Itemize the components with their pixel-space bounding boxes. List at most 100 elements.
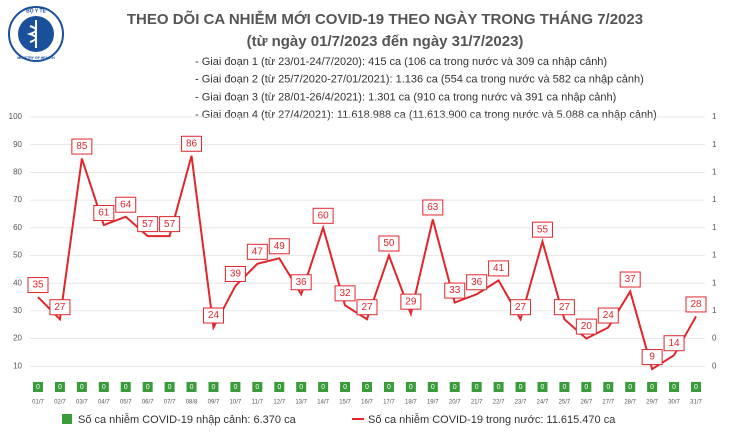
data-label: 0 (387, 384, 391, 391)
y-tick-label: 100 (9, 112, 23, 121)
x-tick-label: 03/7 (76, 400, 88, 406)
y-tick-label: 80 (13, 168, 22, 177)
legend-label: Số ca nhiễm COVID-19 nhập cảnh: 6.370 ca (78, 413, 297, 426)
data-label: 36 (471, 277, 483, 288)
y-tick-label: 20 (13, 334, 22, 343)
bar (340, 382, 351, 392)
bar (559, 382, 570, 392)
bar (449, 382, 460, 392)
data-label: 63 (427, 202, 439, 213)
data-label: 0 (80, 384, 84, 391)
bar (76, 382, 87, 392)
data-label-box (137, 216, 159, 233)
x-tick-label: 16/7 (361, 400, 373, 406)
data-label: 0 (299, 384, 303, 391)
data-label: 28 (690, 299, 702, 310)
data-label-box (510, 299, 532, 316)
bar (54, 382, 65, 392)
x-tick-label: 23/7 (515, 400, 527, 406)
data-label-box (27, 277, 49, 294)
data-label: 35 (32, 280, 44, 291)
x-tick-label: 10/7 (230, 400, 242, 406)
y2-tick-label: 0 (712, 361, 717, 370)
data-label: 0 (255, 384, 259, 391)
data-label-box (531, 221, 553, 238)
data-label: 33 (449, 285, 461, 296)
bar (471, 382, 482, 392)
data-label-box (575, 318, 597, 335)
annotation: - Giai đoạn 3 (từ 28/01-26/4/2021): 1.30… (195, 91, 616, 103)
bar (164, 382, 175, 392)
data-label-box (268, 238, 290, 255)
x-tick-label: 20/7 (449, 400, 461, 406)
legend-swatch (62, 414, 72, 424)
bar (120, 382, 131, 392)
data-label: 29 (405, 296, 417, 307)
data-label: 49 (274, 241, 286, 252)
data-label-box (181, 135, 203, 152)
data-label-box (422, 199, 444, 216)
y2-tick-label: 1 (712, 306, 717, 315)
data-label-box (641, 349, 663, 366)
y2-tick-label: 1 (712, 168, 717, 177)
bar (427, 382, 438, 392)
y-tick-label: 90 (13, 140, 22, 149)
data-label: 0 (584, 384, 588, 391)
bar (230, 382, 241, 392)
x-tick-label: 30/7 (668, 400, 680, 406)
bar (515, 382, 526, 392)
data-label: 0 (650, 384, 654, 391)
bar (537, 382, 548, 392)
data-label: 0 (562, 384, 566, 391)
data-label-box (202, 307, 224, 324)
bar (208, 382, 219, 392)
data-label-box (224, 265, 246, 282)
bar (405, 382, 416, 392)
data-label-box (444, 282, 466, 299)
data-label-box (93, 205, 115, 222)
data-label: 86 (186, 138, 198, 149)
logo-symbol (26, 20, 37, 48)
x-tick-label: 31/7 (690, 400, 702, 406)
y-tick-label: 30 (13, 306, 22, 315)
data-label: 0 (321, 384, 325, 391)
data-label-box (246, 243, 268, 260)
bar (493, 382, 504, 392)
x-tick-label: 08/8 (186, 400, 198, 406)
bar (296, 382, 307, 392)
data-label-box (553, 299, 575, 316)
data-label: 0 (672, 384, 676, 391)
y-tick-label: 40 (13, 278, 22, 287)
data-label: 0 (168, 384, 172, 391)
data-label: 47 (252, 246, 264, 257)
data-label: 85 (76, 141, 88, 152)
chart-title: THEO DÕI CA NHIỄM MỚI COVID-19 THEO NGÀY… (127, 10, 643, 28)
data-label-box (334, 285, 356, 302)
data-label: 61 (98, 208, 110, 219)
data-label: 57 (164, 219, 176, 230)
data-label-box (619, 271, 641, 288)
annotation: - Giai đoạn 4 (từ 27/4/2021): 11.618.988… (195, 109, 657, 121)
logo: BỘ Y TẾ MINISTRY OF HEALTH (8, 6, 64, 62)
bar (98, 382, 109, 392)
x-tick-label: 04/7 (98, 400, 110, 406)
data-label: 36 (296, 277, 308, 288)
data-label-box (290, 274, 312, 291)
data-label: 50 (383, 238, 395, 249)
x-tick-label: 12/7 (273, 400, 285, 406)
legend-label: Số ca nhiễm COVID-19 trong nước: 11.615.… (368, 413, 616, 426)
y-tick-label: 60 (13, 223, 22, 232)
bar (362, 382, 372, 392)
y-tick-label: 70 (13, 195, 22, 204)
bar (252, 382, 263, 392)
data-label: 64 (120, 199, 132, 210)
bar (186, 382, 197, 392)
y2-tick-label: 0 (712, 334, 717, 343)
data-label-box (49, 299, 71, 316)
x-tick-label: 21/7 (471, 400, 483, 406)
y-tick-label: 10 (13, 361, 22, 370)
data-label-box (159, 216, 181, 233)
data-label: 24 (208, 310, 220, 321)
y2-tick-label: 1 (712, 195, 717, 204)
